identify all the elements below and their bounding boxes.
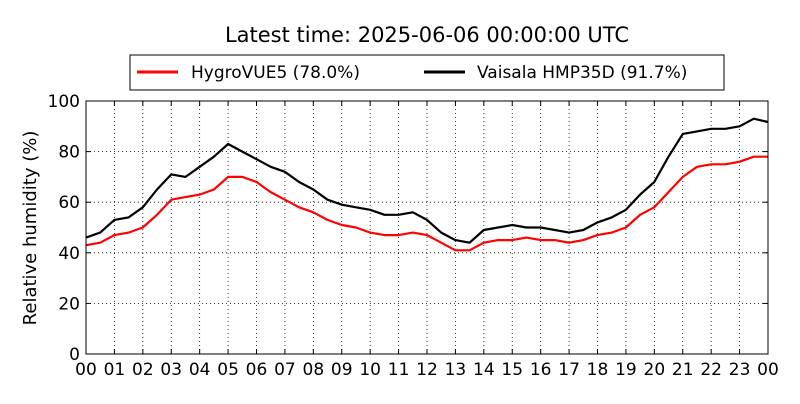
x-tick-label: 20 xyxy=(644,360,666,380)
x-tick-label: 19 xyxy=(615,360,637,380)
chart-title: Latest time: 2025-06-06 00:00:00 UTC xyxy=(225,23,629,47)
series-line-hygrovue5 xyxy=(85,155,768,252)
y-tick-label: 40 xyxy=(58,244,80,264)
x-tick-label: 23 xyxy=(729,360,751,380)
y-tick-label: 60 xyxy=(58,193,80,213)
y-tick-label: 100 xyxy=(48,92,80,112)
x-tick-label: 21 xyxy=(672,360,694,380)
x-tick-label: 18 xyxy=(587,360,609,380)
x-tick-label: 00 xyxy=(757,360,779,380)
x-tick-label: 10 xyxy=(359,360,381,380)
axes: 00 01 02 03 04 05 06 07 08 09 10 11 12 13 14 15 16 17 18 19… xyxy=(48,92,779,380)
y-tick-label: 80 xyxy=(58,143,80,163)
legend: HygroVUE5 (78.0%) Vaisala HMP35D (91.7%) xyxy=(129,54,725,91)
x-tick-label: 17 xyxy=(558,360,580,380)
legend-label-vaisala: Vaisala HMP35D (91.7%) xyxy=(477,63,687,83)
x-tick-label: 04 xyxy=(189,360,211,380)
y-tick-label: 20 xyxy=(58,294,80,314)
series-line-vaisala xyxy=(85,117,769,244)
x-tick-label: 06 xyxy=(246,360,268,380)
x-tick-label: 13 xyxy=(445,360,467,380)
x-tick-label: 00 xyxy=(75,360,97,380)
grid-lines xyxy=(86,101,768,354)
x-tick-label: 11 xyxy=(388,360,410,380)
x-tick-label: 14 xyxy=(473,360,495,380)
x-tick-label: 03 xyxy=(160,360,182,380)
legend-label-hygrovue5: HygroVUE5 (78.0%) xyxy=(191,63,360,83)
x-tick-label: 08 xyxy=(303,360,325,380)
x-tick-label: 01 xyxy=(104,360,126,380)
series-lines xyxy=(85,117,769,252)
x-tick-label: 09 xyxy=(331,360,353,380)
x-tick-label: 22 xyxy=(700,360,722,380)
x-tick-label: 12 xyxy=(416,360,438,380)
y-axis-label: Relative humidity (%) xyxy=(20,131,41,326)
x-tick-label: 16 xyxy=(530,360,552,380)
x-tick-label: 05 xyxy=(217,360,239,380)
x-tick-label: 15 xyxy=(501,360,523,380)
x-tick-label: 02 xyxy=(132,360,154,380)
x-tick-label: 07 xyxy=(274,360,296,380)
y-tick-label: 0 xyxy=(69,345,80,365)
